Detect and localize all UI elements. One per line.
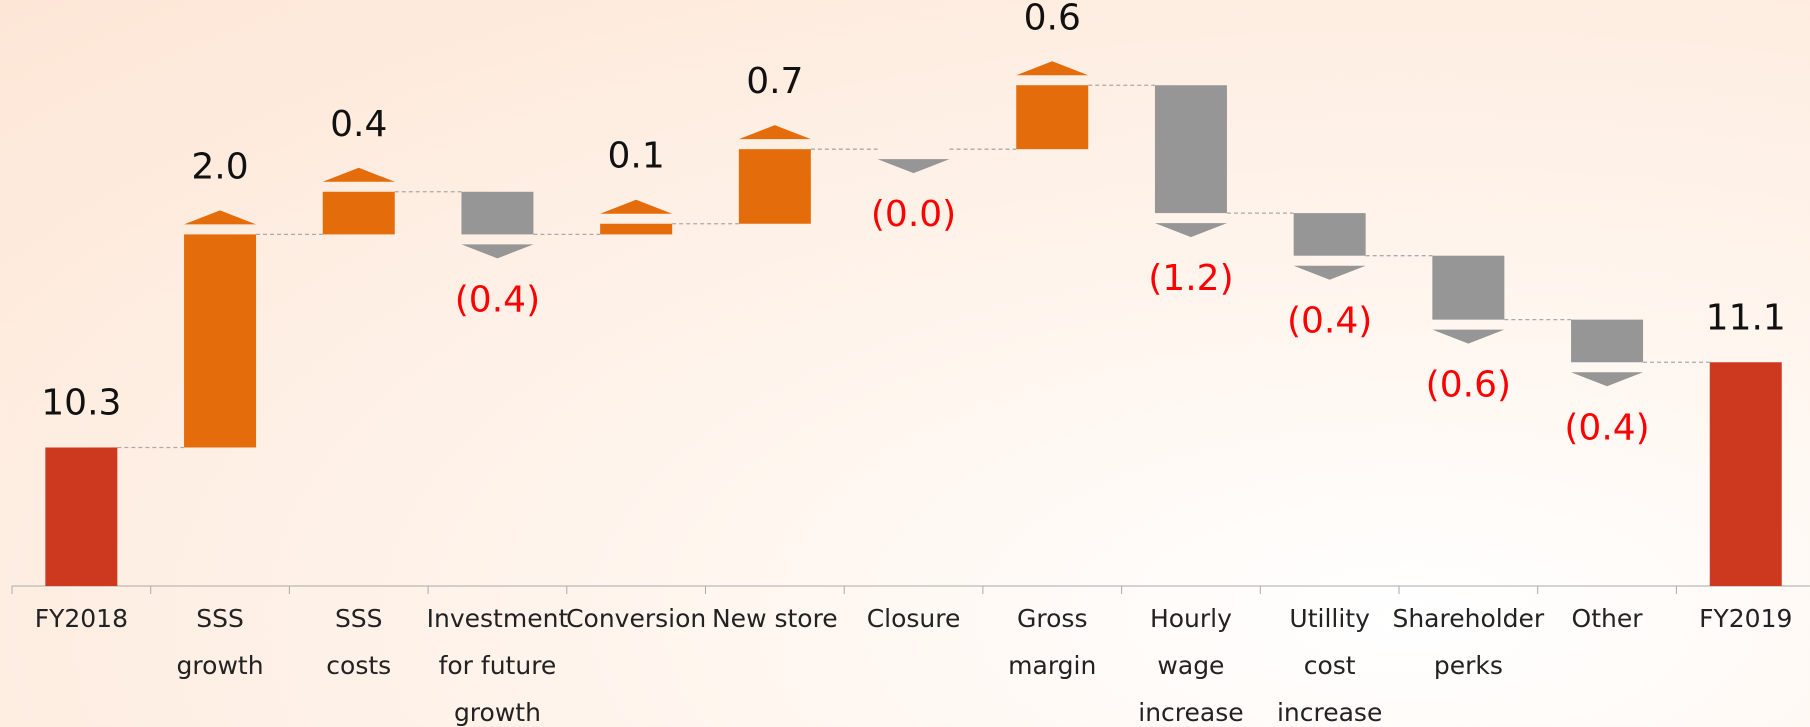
bar (1709, 362, 1782, 586)
value-label: 0.4 (330, 104, 387, 145)
arrow (184, 210, 257, 225)
x-tick-label: FY2019 (1699, 604, 1792, 633)
bar (45, 447, 118, 586)
x-tick-label: Other (1572, 604, 1644, 633)
arrow (1293, 265, 1366, 280)
bar (1293, 213, 1366, 256)
x-tick-label: Closure (867, 604, 961, 633)
value-label: (0.6) (1426, 365, 1511, 406)
value-label: 0.6 (1024, 0, 1081, 38)
arrow (600, 199, 673, 214)
value-label: (0.4) (1564, 407, 1649, 448)
value-label: 0.1 (608, 136, 665, 177)
bar (461, 191, 534, 235)
value-label: (1.2) (1148, 258, 1233, 299)
value-label: (0.0) (871, 194, 956, 235)
bar (1154, 85, 1227, 214)
x-tick-label: Shareholder perks (1392, 604, 1544, 680)
bar (184, 234, 257, 448)
x-tick-label: FY2018 (35, 604, 128, 633)
arrow (461, 244, 534, 259)
value-label: (0.4) (1287, 301, 1372, 342)
arrow (1432, 329, 1505, 344)
bar (600, 223, 673, 235)
x-tick-label: Hourly wage increase (1138, 604, 1243, 727)
value-label: 11.1 (1706, 297, 1786, 338)
value-label: 10.3 (41, 382, 121, 423)
x-tick-label: SSS costs (326, 604, 391, 680)
bar (1432, 255, 1505, 320)
x-tick-label: Gross margin (1008, 604, 1096, 680)
x-tick-label: Utillity cost increase (1277, 604, 1382, 727)
value-label: 0.7 (746, 61, 803, 102)
arrow (1571, 372, 1644, 387)
bar (738, 149, 811, 224)
bar (1016, 85, 1089, 150)
value-label: (0.4) (455, 279, 540, 320)
arrow (738, 125, 811, 140)
value-label: 2.0 (191, 146, 248, 187)
x-tick-label: Investment for future growth (427, 604, 569, 727)
bar (322, 191, 395, 235)
x-tick-label: SSS growth (177, 604, 264, 680)
arrow (877, 159, 950, 174)
arrow (1016, 61, 1089, 76)
x-tick-label: New store (712, 604, 838, 633)
arrow (1154, 223, 1227, 238)
x-tick-label: Conversion (566, 604, 706, 633)
bar (1571, 319, 1644, 363)
arrow (322, 167, 395, 182)
